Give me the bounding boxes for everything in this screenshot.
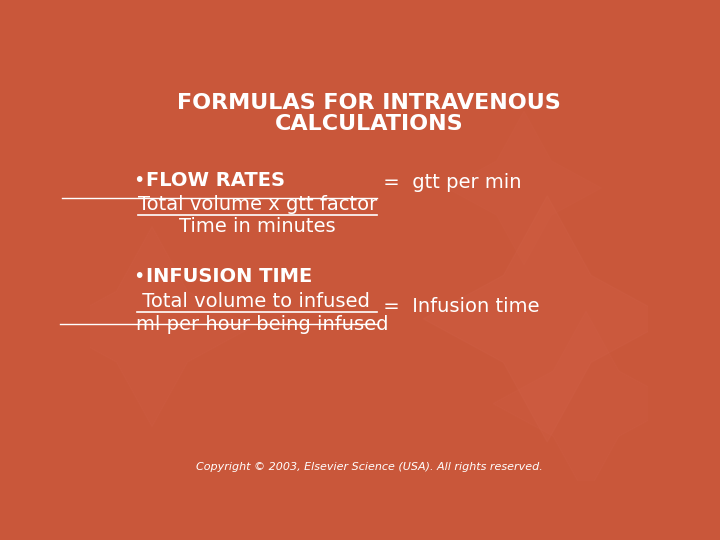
Polygon shape [51, 226, 253, 427]
Text: Total volume x gtt factor: Total volume x gtt factor [138, 195, 377, 214]
Text: Copyright © 2003, Elsevier Science (USA). All rights reserved.: Copyright © 2003, Elsevier Science (USA)… [196, 462, 542, 472]
Text: =  gtt per min: = gtt per min [377, 172, 522, 192]
Text: •: • [132, 267, 144, 286]
Polygon shape [423, 195, 671, 442]
Text: INFUSION TIME: INFUSION TIME [145, 267, 312, 286]
Text: FORMULAS FOR INTRAVENOUS: FORMULAS FOR INTRAVENOUS [177, 93, 561, 113]
Text: ml per hour being infused: ml per hour being infused [137, 315, 389, 334]
Text: CALCULATIONS: CALCULATIONS [275, 114, 463, 134]
Text: •: • [132, 171, 144, 190]
Text: Time in minutes: Time in minutes [179, 217, 336, 236]
Text: Total volume to infused: Total volume to infused [137, 292, 377, 310]
Text: =  Infusion time: = Infusion time [377, 298, 539, 316]
Text: FLOW RATES: FLOW RATES [145, 171, 285, 190]
Polygon shape [493, 311, 679, 496]
Polygon shape [446, 111, 601, 265]
